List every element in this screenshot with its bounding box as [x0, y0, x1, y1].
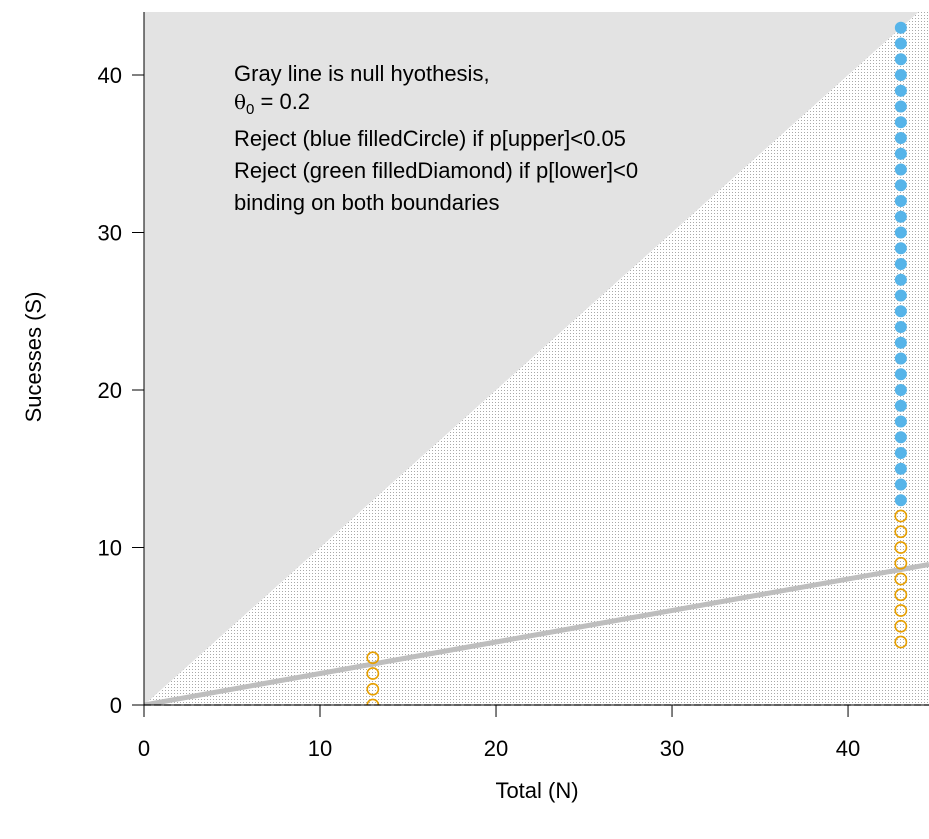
filled-circle-point	[894, 273, 907, 286]
y-tick-label: 20	[98, 378, 122, 403]
filled-circle-point	[894, 258, 907, 270]
filled-circle-point	[894, 352, 907, 365]
y-axis-label: Sucesses (S)	[21, 292, 46, 423]
theta-value: = 0.2	[254, 89, 310, 114]
filled-circle-point	[894, 84, 907, 97]
open-circle-point	[366, 698, 380, 705]
theta-symbol: θ	[234, 90, 246, 114]
open-circle-point	[366, 651, 380, 665]
filled-circle-point	[894, 447, 907, 459]
open-circle-point	[366, 682, 380, 696]
filled-circle-point	[894, 53, 907, 66]
open-circle-point	[894, 556, 908, 570]
x-tick-label: 10	[308, 736, 332, 761]
filled-circle-point	[894, 242, 907, 255]
filled-circle-point	[894, 478, 907, 491]
annotation-line-2: θ0 = 0.2	[234, 89, 310, 118]
filled-circle-point	[894, 289, 907, 302]
open-circle-point	[366, 667, 380, 680]
filled-circle-point	[894, 321, 907, 333]
x-tick-label: 0	[138, 736, 150, 761]
annotation-line-5: binding on both boundaries	[234, 190, 499, 215]
filled-circle-point	[894, 336, 907, 349]
theta-subscript: 0	[246, 101, 254, 118]
annotation-line-3: Reject (blue filledCircle) if p[upper]<0…	[234, 126, 626, 151]
annotation-line-1: Gray line is null hyothesis,	[234, 61, 490, 86]
filled-circle-point	[894, 305, 907, 318]
open-circle-point	[894, 509, 908, 523]
feasible-region	[144, 12, 929, 705]
y-tick-label: 40	[98, 63, 122, 88]
y-axis: 0 10 20 30 40	[98, 12, 145, 718]
filled-circle-point	[894, 415, 907, 428]
filled-circle-point	[894, 226, 907, 239]
open-circle-point	[894, 541, 908, 554]
filled-circle-point	[894, 384, 907, 396]
y-tick-label: 30	[98, 221, 122, 246]
y-tick-label: 0	[110, 693, 122, 718]
x-ticks: 0 10 20 30 40	[138, 705, 860, 761]
filled-circle-point	[894, 163, 907, 176]
filled-circle-point	[894, 116, 907, 129]
filled-circle-point	[894, 195, 907, 207]
filled-circle-point	[894, 462, 907, 475]
annotation: Gray line is null hyothesis, θ0 = 0.2 Re…	[234, 61, 638, 215]
open-circle-point	[894, 525, 908, 539]
x-axis: 0 10 20 30 40	[138, 704, 929, 761]
points-layer	[366, 21, 908, 705]
y-tick-label: 10	[98, 536, 122, 561]
filled-circle-point	[894, 431, 907, 444]
filled-circle-point	[894, 37, 907, 50]
filled-circle-point	[894, 368, 907, 381]
filled-circle-point	[894, 147, 907, 160]
open-circle-point	[894, 572, 908, 586]
open-circle-point	[894, 619, 908, 633]
y-ticks: 0 10 20 30 40	[98, 63, 144, 718]
filled-circle-point	[894, 210, 907, 223]
filled-circle-point	[894, 399, 907, 412]
x-axis-label: Total (N)	[495, 778, 578, 803]
x-tick-label: 40	[836, 736, 860, 761]
filled-circle-point	[894, 494, 907, 507]
filled-circle-point	[894, 69, 907, 81]
filled-circle-point	[894, 100, 907, 113]
filled-circle-point	[894, 132, 907, 144]
open-circle-point	[894, 588, 908, 602]
plot-area	[144, 12, 929, 705]
open-circle-point	[894, 635, 908, 649]
annotation-line-4: Reject (green filledDiamond) if p[lower]…	[234, 158, 638, 183]
filled-circle-point	[894, 179, 907, 192]
filled-circle-point	[894, 21, 907, 34]
open-circle-point	[894, 604, 908, 617]
null-hypothesis-line	[144, 562, 929, 705]
x-tick-label: 20	[484, 736, 508, 761]
x-tick-label: 30	[660, 736, 684, 761]
